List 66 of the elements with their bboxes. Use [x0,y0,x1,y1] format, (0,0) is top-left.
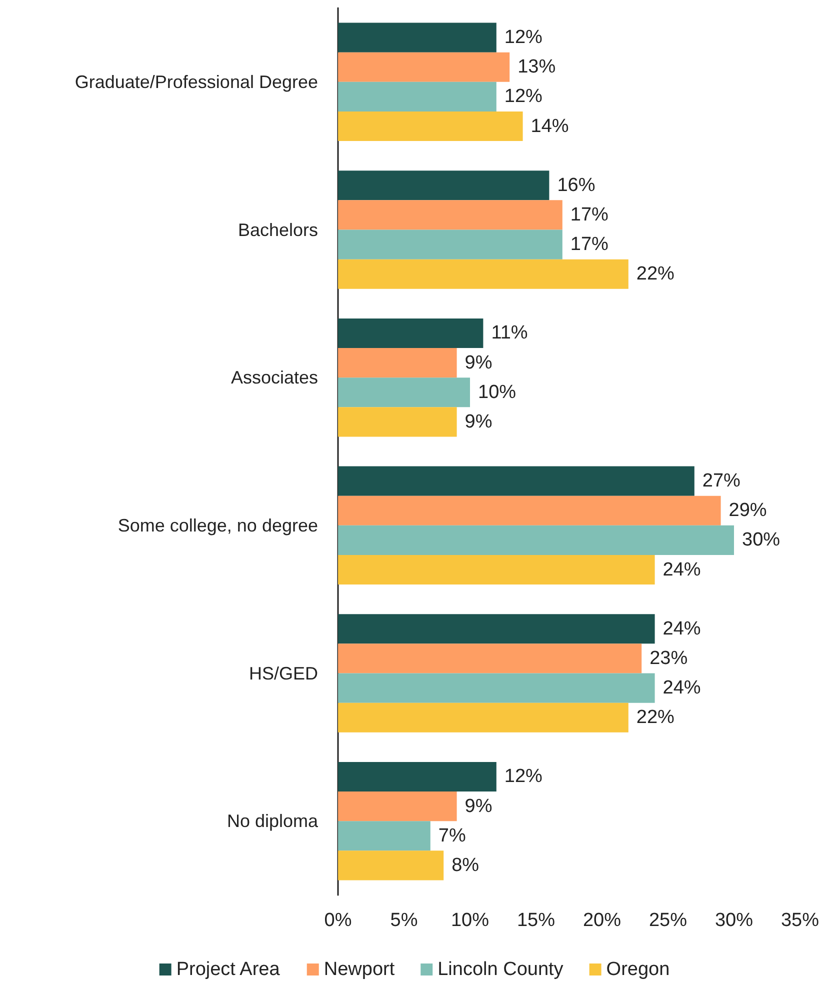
bar [338,378,470,408]
data-label: 24% [662,559,701,580]
bar [338,170,550,200]
y-tick-label: HS/GED [248,663,318,684]
y-tick-label: Associates [230,368,318,388]
x-tick-label: 0% [324,910,352,931]
data-label: 9% [464,796,492,817]
bar [338,792,457,822]
data-label: 12% [504,27,543,48]
data-label: 16% [557,174,596,196]
legend-label: Project Area [176,959,280,980]
data-label: 14% [530,116,569,137]
bar [338,821,430,851]
bar [338,22,496,52]
data-label: 23% [650,648,688,669]
data-label: 22% [636,264,675,285]
y-tick-label: Graduate/Professional Degree [74,72,318,92]
legend-label: Oregon [606,959,670,980]
data-label: 29% [728,500,767,522]
data-label: 17% [570,204,609,226]
data-label: 17% [570,234,609,256]
data-label: 12% [504,766,543,788]
data-label: 7% [438,825,466,846]
bar [338,407,457,437]
bar [338,82,496,112]
bar [338,318,484,348]
data-label: 11% [491,322,528,344]
bar [338,554,655,585]
data-label: 24% [662,618,701,640]
x-tick-label: 10% [450,910,490,931]
data-label: 12% [504,86,543,108]
bar [338,850,444,880]
bar [338,52,510,82]
bar [338,702,628,732]
bar [338,111,523,142]
y-tick-label: No diploma [226,811,319,832]
data-label: 9% [464,411,492,432]
x-tick-label: 30% [714,910,754,931]
data-label: 10% [478,382,516,403]
bar [338,259,628,289]
bar [338,230,562,260]
x-tick-label: 5% [390,910,418,931]
legend-label: Lincoln County [438,959,564,980]
y-tick-label: Some college, no degree [118,515,318,536]
bar [338,200,562,230]
y-tick-label: Bachelors [238,220,318,240]
bar [338,644,642,674]
x-tick-label: 35% [780,910,820,931]
data-label: 22% [636,707,675,728]
data-label: 13% [518,56,556,78]
bar [338,673,655,703]
data-label: 30% [742,530,780,551]
bar [338,348,457,378]
x-tick-label: 25% [648,910,688,931]
data-label: 24% [662,678,701,699]
x-tick-label: 15% [516,910,556,931]
bar [338,614,655,644]
data-label: 8% [452,854,480,876]
bar [338,762,496,792]
data-label: 9% [464,352,492,374]
data-label: 27% [702,470,741,492]
legend-label: Newport [324,959,396,980]
bar [338,525,734,555]
bar [338,496,721,526]
bar [338,466,694,496]
x-tick-label: 20% [582,910,622,931]
